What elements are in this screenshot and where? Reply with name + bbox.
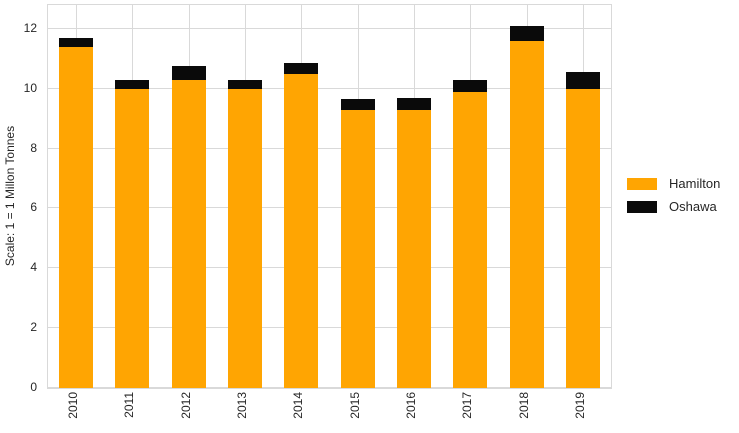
x-tick-label: 2013: [235, 392, 250, 419]
y-tick-label: 12: [23, 20, 37, 35]
bar-slot-2010: [48, 5, 104, 388]
y-tick-label: 10: [23, 80, 37, 95]
x-tick-label: 2010: [66, 392, 81, 419]
x-tick-label: 2019: [572, 392, 587, 419]
bar-2013: [228, 79, 263, 388]
legend-item-oshawa: Oshawa: [627, 199, 720, 214]
bar-slot-2018: [498, 5, 554, 388]
bar-segment-hamilton-2013: [228, 88, 263, 388]
bar-segment-oshawa-2017: [453, 79, 488, 92]
bar-segment-hamilton-2010: [59, 46, 94, 388]
x-axis: 2010 2011 2012 2013 2014 2015 2016 2017 2018 2019: [47, 392, 610, 432]
bar-2016: [396, 97, 431, 388]
bar-slot-2019: [555, 5, 611, 388]
x-tick-label: 2016: [403, 392, 418, 419]
x-tick-label: 2012: [178, 392, 193, 419]
x-tick-label: 2018: [516, 392, 531, 419]
bar-segment-oshawa-2016: [396, 97, 431, 110]
bar-segment-oshawa-2018: [509, 25, 544, 41]
x-tick-label: 2014: [291, 392, 306, 419]
bar-slot-2014: [273, 5, 329, 388]
legend-label-oshawa: Oshawa: [669, 199, 717, 214]
bar-2010: [59, 37, 94, 388]
y-tick-label: 4: [30, 260, 37, 275]
bar-slot-2016: [386, 5, 442, 388]
gridline-horizontal: [48, 387, 611, 388]
y-tick-label: 2: [30, 320, 37, 335]
legend-item-hamilton: Hamilton: [627, 176, 720, 191]
bar-segment-hamilton-2011: [115, 88, 150, 388]
y-tick-label: 0: [30, 380, 37, 394]
legend: Hamilton Oshawa: [627, 176, 720, 222]
bar-segment-hamilton-2018: [509, 40, 544, 388]
legend-swatch-hamilton: [627, 177, 657, 190]
bar-2011: [115, 79, 150, 388]
bar-segment-hamilton-2015: [340, 109, 375, 388]
bar-slot-2011: [104, 5, 160, 388]
x-tick-label: 2011: [122, 392, 137, 418]
y-tick-label: 6: [30, 200, 37, 215]
bar-segment-hamilton-2012: [171, 79, 206, 388]
bar-2018: [509, 25, 544, 388]
y-tick-label: 8: [30, 140, 37, 155]
bar-segment-oshawa-2011: [115, 79, 150, 89]
bar-segment-hamilton-2017: [453, 91, 488, 388]
plot-area: [47, 4, 612, 389]
bar-segment-oshawa-2014: [284, 63, 319, 74]
bar-segment-oshawa-2015: [340, 99, 375, 110]
bar-2014: [284, 63, 319, 388]
gridline-horizontal: [48, 87, 611, 89]
bar-slot-2017: [442, 5, 498, 388]
gridline-horizontal: [48, 27, 611, 29]
x-tick-label: 2015: [347, 392, 362, 419]
bar-2017: [453, 79, 488, 388]
bar-segment-hamilton-2019: [565, 88, 600, 388]
gridline-horizontal: [48, 207, 611, 209]
bar-segment-hamilton-2016: [396, 109, 431, 388]
bar-slot-2015: [330, 5, 386, 388]
bar-segment-oshawa-2010: [59, 37, 94, 47]
gridline-horizontal: [48, 267, 611, 269]
bar-2012: [171, 66, 206, 388]
bar-slot-2013: [217, 5, 273, 388]
bar-slot-2012: [161, 5, 217, 388]
bar-segment-oshawa-2013: [228, 79, 263, 89]
x-tick-label: 2017: [460, 392, 475, 419]
y-axis: 0 2 4 6 8 10 12: [0, 4, 43, 393]
gridline-horizontal: [48, 147, 611, 149]
bar-segment-hamilton-2014: [284, 73, 319, 388]
bar-2019: [565, 72, 600, 388]
legend-label-hamilton: Hamilton: [669, 176, 721, 191]
bar-segment-oshawa-2012: [171, 66, 206, 80]
legend-swatch-oshawa: [627, 200, 657, 213]
gridline-horizontal: [48, 327, 611, 329]
bar-2015: [340, 99, 375, 388]
bar-segment-oshawa-2019: [565, 72, 600, 89]
